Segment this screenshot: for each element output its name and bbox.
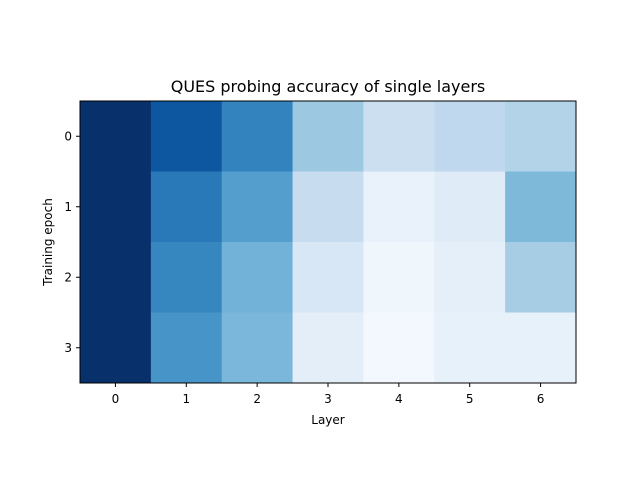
heatmap-cell-r0-c2 [221,101,294,172]
heatmap-cell-r3-c6 [505,312,577,384]
heatmap-cell-r1-c5 [434,171,506,243]
x-tick-label: 3 [324,392,332,406]
x-tick-label: 0 [112,392,120,406]
x-axis-ticks: 0 1 2 3 4 5 6 [112,383,545,406]
heatmap-cell-r2-c1 [150,242,223,313]
heatmap-cell-r3-c4 [363,312,435,384]
heatmap-cell-r0-c5 [434,101,506,172]
heatmap-cell-r1-c2 [221,171,294,243]
heatmap-cell-r0-c3 [292,101,364,172]
y-tick-label: 0 [64,129,72,143]
heatmap-cell-r0-c1 [150,101,223,172]
y-axis-label: Training epoch [41,198,55,287]
y-axis-ticks: 0 1 2 3 [64,129,80,355]
heatmap-cell-r0-c0 [80,101,152,172]
x-tick-label: 6 [537,392,545,406]
x-tick-label: 5 [466,392,474,406]
heatmap-cell-r0-c4 [363,101,435,172]
heatmap-cell-r2-c2 [221,242,294,313]
heatmap-cell-r3-c2 [221,312,294,384]
heatmap-cell-r2-c0 [80,242,152,313]
heatmap-cell-r2-c6 [505,242,577,313]
chart-title: QUES probing accuracy of single layers [171,77,486,96]
heatmap-cell-r1-c1 [150,171,223,243]
heatmap-cell-r3-c0 [80,312,152,384]
heatmap-cell-r1-c4 [363,171,435,243]
heatmap-cell-r2-c3 [292,242,364,313]
x-tick-label: 2 [253,392,261,406]
heatmap-cell-r3-c3 [292,312,364,384]
heatmap-cell-r3-c1 [150,312,223,384]
heatmap-cell-r1-c3 [292,171,364,243]
heatmap-cell-r1-c0 [80,171,152,243]
heatmap-cell-r1-c6 [505,171,577,243]
y-tick-label: 2 [64,270,72,284]
y-tick-label: 1 [64,200,72,214]
heatmap-cell-r3-c5 [434,312,506,384]
x-tick-label: 1 [182,392,190,406]
heatmap-cell-r2-c5 [434,242,506,313]
heatmap-cell-r0-c6 [505,101,577,172]
x-axis-label: Layer [311,413,345,427]
heatmap-cell-r2-c4 [363,242,435,313]
heatmap-cells [80,101,577,384]
y-tick-label: 3 [64,341,72,355]
x-tick-label: 4 [395,392,403,406]
